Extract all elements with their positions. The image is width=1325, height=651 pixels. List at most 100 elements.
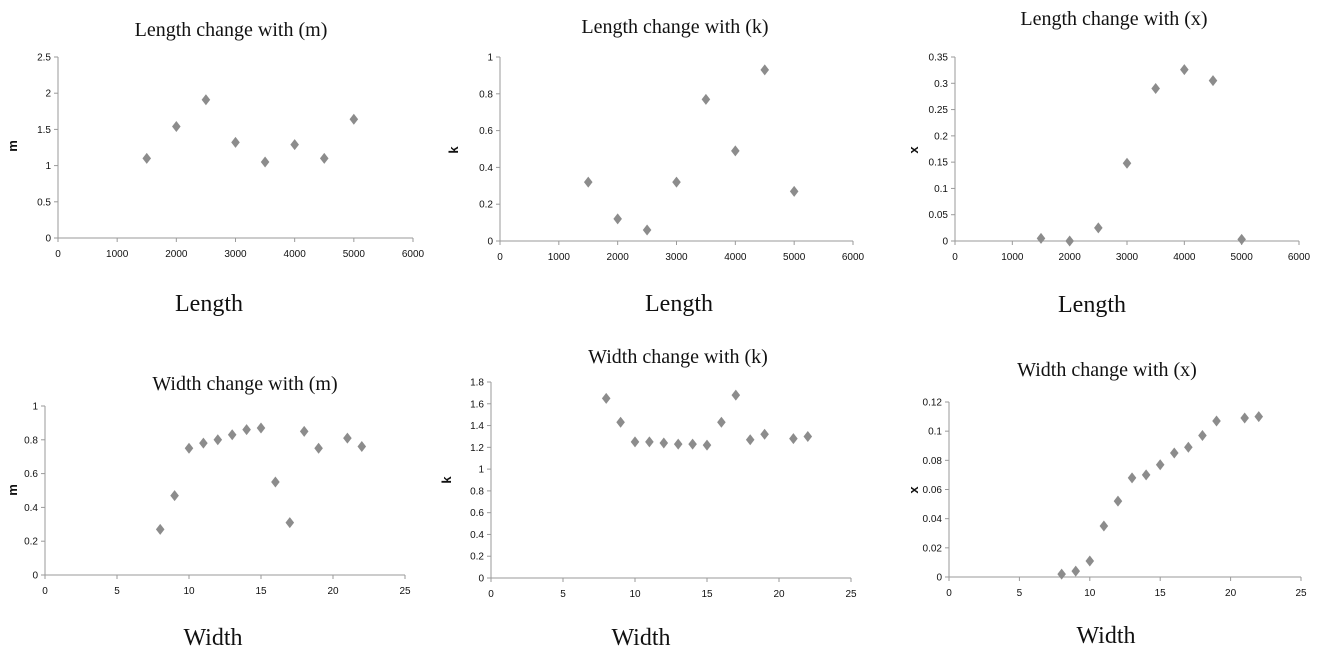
data-point	[1212, 415, 1221, 427]
data-point	[630, 436, 640, 448]
x-tick-label: 5	[560, 589, 566, 600]
y-axis-label: m	[5, 484, 20, 496]
data-point	[1198, 430, 1207, 442]
y-tick-label: 0.2	[934, 131, 948, 142]
chart-length-m: Length change with (m) Length m 0 0.5 1 1.5…	[5, 19, 425, 317]
x-tick-label: 3000	[224, 249, 247, 260]
y-tick-label: 1.6	[470, 399, 484, 410]
data-point	[319, 152, 329, 164]
y-tick-label: 1	[487, 53, 493, 64]
data-point	[1155, 459, 1165, 471]
chart-axes: 0 0.2 0.4 0.6 0.8 1 0 1000 2000 3000 4000 5000 6000	[479, 53, 864, 264]
x-tick-label: 25	[845, 589, 857, 600]
y-tick-label: 0.12	[923, 398, 943, 409]
chart-length-x: Length change with (x) Length x 0 0.05 0.1…	[906, 8, 1311, 318]
chart-length-k: Length change with (k) Length k 00.20.40…	[446, 16, 865, 317]
data-point	[803, 430, 813, 442]
y-tick-label: 0.02	[923, 543, 943, 554]
data-point	[299, 425, 309, 437]
y-tick-label: 0.1	[934, 184, 948, 195]
chart-title: Length change with (m)	[135, 19, 328, 41]
x-tick-label: 15	[701, 589, 713, 600]
data-point	[343, 432, 352, 444]
x-tick-label: 5	[1017, 588, 1023, 599]
data-point	[789, 185, 799, 197]
chart-axes: 0 0.05 0.1 0.15 0.2 0.25 0.3 0.35 0 1000 2000 3000 4…	[929, 53, 1311, 264]
data-point	[616, 416, 625, 428]
data-point	[1184, 441, 1193, 453]
x-tick-label: 20	[327, 586, 339, 597]
x-tick-label: 1000	[548, 252, 571, 263]
chart-points	[142, 94, 359, 168]
y-tick-label: 1.4	[470, 421, 484, 432]
data-point	[231, 136, 240, 148]
y-tick-label: 0.2	[479, 200, 493, 211]
x-tick-label: 0	[946, 588, 952, 599]
data-point	[290, 139, 299, 151]
data-point	[1240, 412, 1249, 424]
y-tick-label: 1	[45, 161, 51, 172]
x-tick-label: 0	[55, 249, 61, 260]
data-point	[1237, 233, 1246, 245]
x-axis-label: Length	[1058, 292, 1126, 318]
chart-points	[583, 64, 799, 236]
x-tick-label: 4000	[724, 252, 747, 263]
x-tick-label: 3000	[665, 252, 688, 263]
data-point	[357, 441, 367, 453]
x-tick-label: 5	[114, 586, 120, 597]
y-axis-label: x	[906, 486, 921, 494]
y-axis-label: k	[439, 476, 454, 484]
x-tick-label: 2000	[607, 252, 630, 263]
y-tick-label: 0.2	[470, 552, 484, 563]
x-tick-label: 3000	[1116, 252, 1139, 263]
x-tick-label: 10	[183, 586, 195, 597]
y-tick-label: 1.8	[470, 378, 484, 389]
y-tick-label: 1	[478, 465, 484, 476]
x-tick-label: 20	[773, 589, 785, 600]
y-axis-label: x	[906, 146, 921, 154]
x-axis-label: Width	[1076, 623, 1135, 649]
data-point	[213, 434, 223, 446]
x-tick-label: 6000	[402, 249, 425, 260]
y-tick-label: 0.05	[929, 210, 949, 221]
chart-axes: 00.20.40.60.810 5 10 15 20 25	[24, 402, 411, 598]
y-tick-label: 0.5	[37, 197, 51, 208]
data-point	[583, 176, 593, 188]
chart-axes: 0 0.5 1 1.5 2 2.5 0 1000 2000 3000 4000 5000 6000	[37, 53, 424, 261]
data-point	[172, 121, 181, 133]
data-point	[184, 442, 194, 454]
data-point	[717, 416, 726, 428]
data-point	[659, 437, 669, 449]
y-tick-label: 1	[32, 402, 38, 413]
x-axis-label: Width	[183, 625, 242, 651]
y-tick-label: 0	[478, 574, 484, 585]
y-tick-label: 0.3	[934, 79, 948, 90]
x-axis-label: Length	[175, 291, 243, 317]
x-tick-label: 1000	[106, 249, 129, 260]
y-tick-label: 0.6	[24, 469, 38, 480]
data-point	[170, 490, 179, 502]
x-tick-label: 4000	[284, 249, 307, 260]
x-tick-label: 20	[1225, 588, 1237, 599]
data-point	[673, 438, 683, 450]
data-point	[1071, 565, 1081, 577]
y-tick-label: 0.6	[479, 126, 493, 137]
y-tick-label: 0	[936, 573, 942, 584]
x-tick-label: 10	[1084, 588, 1096, 599]
data-point	[760, 64, 770, 76]
data-point	[613, 213, 622, 225]
data-point	[1099, 520, 1109, 532]
y-tick-label: 2.5	[37, 53, 51, 64]
y-tick-label: 0.4	[470, 530, 484, 541]
chart-title: Length change with (x)	[1020, 8, 1207, 30]
data-point	[760, 428, 769, 440]
chart-points	[1036, 64, 1246, 247]
data-point	[199, 437, 208, 449]
x-tick-label: 5000	[1231, 252, 1254, 263]
y-tick-label: 0.25	[929, 105, 949, 116]
x-tick-label: 6000	[1288, 252, 1311, 263]
chart-points	[155, 422, 367, 535]
chart-width-k: Width change with (k) Width k 0 0.2 0.4 0.6…	[439, 346, 857, 651]
x-tick-label: 0	[42, 586, 48, 597]
